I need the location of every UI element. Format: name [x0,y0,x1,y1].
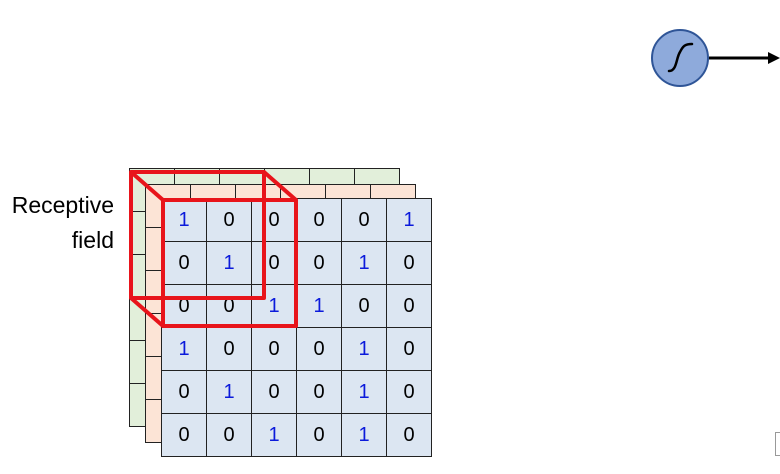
grid-cell: 1 [161,198,207,242]
grid-cell: 0 [251,327,297,371]
grid-cell: 0 [296,370,342,414]
grid-cell: 1 [206,370,252,414]
grid-cell: 0 [161,284,207,328]
neuron-circle [651,29,709,87]
neuron [651,29,780,87]
grid-cell: 0 [251,241,297,285]
receptive-field-label-line1: Receptive [11,192,114,218]
grid-cell: 0 [296,241,342,285]
grid-cell: 0 [386,241,432,285]
grid-cell: 0 [251,198,297,242]
grid-cell: 0 [251,370,297,414]
grid-cell: 0 [206,284,252,328]
grid-cell: 0 [386,370,432,414]
grid-cell: 1 [206,241,252,285]
grid-cell: 1 [386,198,432,242]
grid-cell: 1 [341,413,387,457]
grid-cell: 1 [341,327,387,371]
arrow-right-icon [709,52,780,64]
grid-cell: 0 [341,284,387,328]
grid-cell: 1 [296,284,342,328]
grid-cell: 1 [251,413,297,457]
receptive-field-label-line2: field [71,227,114,253]
grid-cell: 0 [386,327,432,371]
grid-cell: 0 [206,198,252,242]
grid-cell: 1 [341,370,387,414]
grid-cell: 0 [386,284,432,328]
grid-cell: 0 [341,198,387,242]
grid-cell: 0 [161,370,207,414]
grid-cell: 0 [161,413,207,457]
grid-cell: 1 [251,284,297,328]
grid-cell: 0 [206,413,252,457]
grid-cell: 0 [296,413,342,457]
grid-cell: 0 [206,327,252,371]
grid-cell: 0 [386,413,432,457]
grid-cell: 1 [161,327,207,371]
grid-cell: 0 [161,241,207,285]
grid-cell: 1 [341,241,387,285]
edge-box [775,432,780,456]
sigmoid-icon [667,42,694,73]
grid-cell: 0 [296,198,342,242]
grid-cell: 0 [296,327,342,371]
